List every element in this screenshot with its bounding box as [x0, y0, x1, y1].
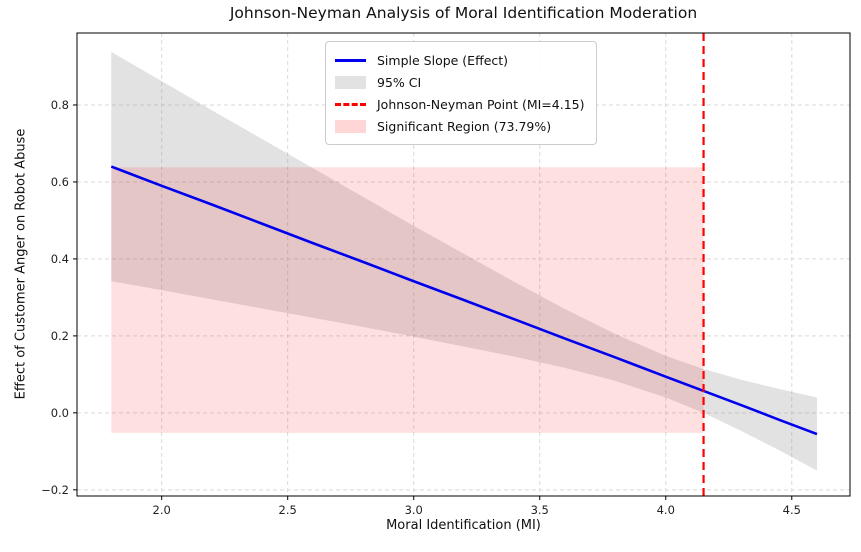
axes-spines — [76, 32, 851, 497]
y-tick-label: 0.8 — [51, 98, 69, 112]
y-tick-label: −0.2 — [41, 483, 69, 497]
legend-item-simple-slope: Simple Slope (Effect) — [335, 49, 584, 71]
simple-slope-line-swatch — [335, 58, 366, 62]
legend-label: 95% CI — [377, 74, 422, 90]
significant-region — [111, 167, 704, 433]
legend-item-significant-region: Significant Region (73.79%) — [335, 115, 584, 137]
x-tick-label: 4.5 — [783, 503, 801, 517]
significant-region-swatch — [335, 119, 366, 133]
jn-dashed-line-swatch — [335, 102, 366, 106]
ci-band-swatch — [335, 75, 366, 89]
legend-label: Significant Region (73.79%) — [377, 118, 552, 134]
y-tick-label: 0.6 — [51, 175, 69, 189]
legend-label: Simple Slope (Effect) — [377, 52, 509, 68]
x-tick-label: 2.5 — [279, 503, 297, 517]
x-tick-label: 4.0 — [657, 503, 675, 517]
legend: Simple Slope (Effect) 95% CI Johnson-Ney… — [325, 41, 598, 145]
y-tick-label: 0.2 — [51, 329, 69, 343]
x-tick-label: 3.5 — [531, 503, 549, 517]
y-tick-label: 0.0 — [51, 406, 69, 420]
legend-item-ci: 95% CI — [335, 71, 584, 93]
legend-item-jn-point: Johnson-Neyman Point (MI=4.15) — [335, 93, 584, 115]
y-tick-label: 0.4 — [51, 252, 69, 266]
legend-label: Johnson-Neyman Point (MI=4.15) — [377, 96, 585, 112]
x-tick-label: 3.0 — [405, 503, 423, 517]
chart-title: Johnson-Neyman Analysis of Moral Identif… — [229, 4, 698, 22]
x-axis-label: Moral Identification (MI) — [386, 518, 541, 533]
simple-slope-line — [110, 165, 818, 436]
x-tick-label: 2.0 — [153, 503, 171, 517]
